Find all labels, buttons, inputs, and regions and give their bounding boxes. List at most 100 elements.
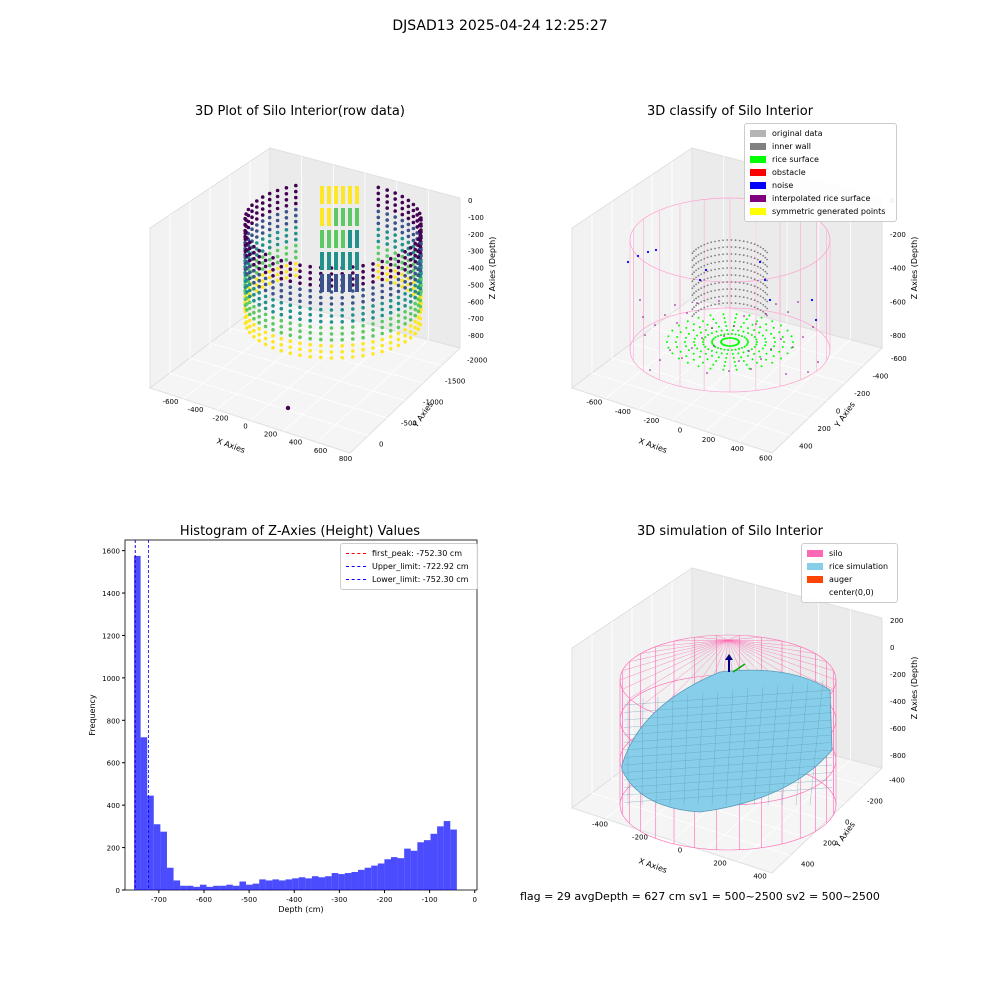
histogram-bar bbox=[371, 865, 378, 890]
plot4-legend: silo rice simulation auger center(0,0) bbox=[801, 543, 898, 603]
x-tick-label: -200 bbox=[643, 417, 659, 425]
data-point bbox=[722, 260, 724, 263]
data-point bbox=[308, 300, 313, 305]
histogram: -700 -600 -500 -400 -300 -200 -100 0 0 200 400 600 8… bbox=[88, 539, 478, 914]
data-point bbox=[413, 313, 418, 318]
data-point bbox=[807, 371, 809, 373]
data-point bbox=[726, 253, 729, 255]
data-point bbox=[288, 285, 293, 290]
data-point bbox=[723, 348, 726, 351]
data-point bbox=[760, 365, 763, 368]
data-point bbox=[714, 240, 716, 243]
data-point bbox=[702, 320, 704, 323]
y-tick-label: 200 bbox=[107, 845, 120, 853]
data-point bbox=[348, 208, 352, 226]
legend-swatch bbox=[750, 143, 766, 150]
data-point bbox=[393, 215, 398, 219]
data-point bbox=[294, 201, 298, 206]
z-tick-label: -400 bbox=[890, 698, 906, 706]
data-point bbox=[726, 274, 729, 276]
data-point bbox=[738, 302, 741, 305]
data-point bbox=[260, 195, 265, 199]
data-point bbox=[275, 230, 280, 235]
data-point bbox=[691, 294, 694, 297]
data-point bbox=[745, 337, 748, 340]
data-point bbox=[327, 230, 331, 248]
data-point bbox=[636, 254, 640, 258]
data-point bbox=[294, 249, 298, 254]
y-tick-label: 600 bbox=[107, 760, 120, 768]
histogram-bar bbox=[199, 884, 207, 890]
data-point bbox=[334, 274, 338, 292]
data-point bbox=[692, 352, 695, 355]
silo-wireframe bbox=[640, 639, 729, 654]
data-point bbox=[250, 209, 254, 213]
data-point bbox=[388, 328, 393, 333]
data-point bbox=[361, 263, 365, 268]
data-point bbox=[263, 252, 268, 257]
data-point bbox=[790, 346, 793, 349]
data-point bbox=[746, 290, 749, 292]
silo-wireframe bbox=[727, 639, 783, 642]
data-point bbox=[376, 209, 381, 214]
data-point bbox=[388, 322, 393, 327]
data-point bbox=[279, 312, 284, 317]
data-point bbox=[385, 230, 390, 234]
y-tick-label: -200 bbox=[867, 798, 883, 806]
data-point bbox=[388, 298, 393, 303]
data-point bbox=[413, 277, 418, 282]
data-point bbox=[406, 198, 411, 203]
data-point bbox=[319, 349, 323, 354]
z-axis-label: Z Axies (Depth) bbox=[910, 657, 919, 720]
data-point bbox=[714, 296, 716, 299]
data-point bbox=[288, 267, 293, 272]
data-point bbox=[718, 274, 720, 277]
data-point bbox=[260, 261, 265, 265]
data-point bbox=[714, 254, 716, 257]
data-point bbox=[726, 337, 729, 340]
data-point bbox=[248, 312, 252, 317]
data-point bbox=[400, 272, 405, 277]
histogram-bar bbox=[153, 824, 161, 890]
data-point bbox=[676, 346, 679, 348]
data-point bbox=[298, 281, 302, 286]
histogram-bar bbox=[265, 880, 273, 890]
data-point bbox=[781, 346, 784, 348]
data-point bbox=[756, 258, 759, 261]
data-point bbox=[644, 334, 646, 336]
data-point bbox=[267, 215, 272, 220]
legend-entry: rice surface bbox=[750, 153, 891, 166]
histogram-bar bbox=[410, 850, 418, 890]
data-point bbox=[726, 239, 729, 241]
data-point bbox=[723, 335, 725, 337]
data-point bbox=[750, 277, 753, 279]
data-point bbox=[730, 281, 733, 283]
data-point bbox=[396, 283, 401, 288]
data-point bbox=[413, 253, 418, 258]
data-point bbox=[385, 248, 390, 252]
data-point bbox=[746, 255, 749, 257]
data-point bbox=[340, 338, 345, 342]
data-point bbox=[403, 340, 407, 344]
mesh-line bbox=[623, 712, 833, 728]
data-point bbox=[340, 350, 345, 354]
data-point bbox=[718, 260, 720, 263]
data-point bbox=[750, 242, 753, 244]
data-point bbox=[712, 337, 715, 340]
data-point bbox=[710, 349, 713, 352]
data-point bbox=[279, 294, 284, 299]
data-point bbox=[267, 203, 272, 208]
data-point bbox=[722, 239, 724, 242]
mesh-line bbox=[623, 697, 833, 713]
data-point bbox=[750, 305, 753, 307]
data-point bbox=[753, 292, 756, 295]
data-point bbox=[686, 312, 688, 314]
data-point bbox=[388, 316, 393, 321]
data-point bbox=[275, 242, 280, 247]
data-point bbox=[284, 246, 289, 250]
data-point bbox=[718, 267, 720, 270]
data-point bbox=[697, 365, 700, 368]
data-point bbox=[759, 246, 762, 249]
y-tick-label: 1000 bbox=[102, 675, 120, 683]
